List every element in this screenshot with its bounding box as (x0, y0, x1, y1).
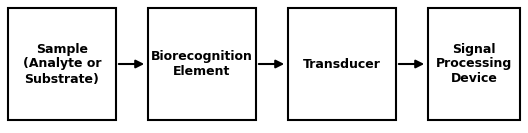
Text: Transducer: Transducer (303, 57, 381, 70)
Bar (148, 8, 256, 120)
Bar (288, 8, 396, 120)
Bar (8, 8, 116, 120)
Bar (428, 8, 520, 120)
Text: Biorecognition
Element: Biorecognition Element (151, 50, 253, 78)
Text: Signal
Processing
Device: Signal Processing Device (436, 43, 512, 86)
Text: Sample
(Analyte or
Substrate): Sample (Analyte or Substrate) (23, 43, 101, 86)
